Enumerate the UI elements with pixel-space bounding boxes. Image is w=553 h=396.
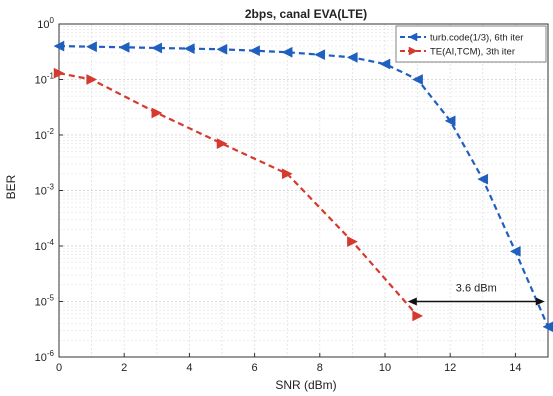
series-marker [151,42,163,54]
y-tick-label: 10-2 [35,127,55,142]
legend-box [395,25,547,63]
series-marker [118,41,130,53]
x-axis-ticks: 0 2 4 6 8 10 12 14 [56,353,522,374]
series-marker [314,49,326,61]
annotation-arrowhead-right [535,297,545,306]
grid [58,24,549,358]
legend-label: turb.code(1/3), 6th iter [430,33,523,44]
series-marker [281,46,293,58]
series-marker [249,45,260,57]
series-marker [151,107,163,119]
y-axis-ticks: 100 10-1 10-2 10-3 10-4 10-5 10-6 [35,16,63,364]
series-marker [86,74,98,85]
annotation-arrowhead-left [407,297,417,306]
series-marker [53,40,65,52]
series-marker [379,58,391,70]
series-marker [216,138,228,150]
x-tick-label: 10 [379,362,391,374]
series-marker [509,245,521,257]
series-marker [444,115,456,127]
x-tick-label: 8 [317,362,323,374]
annotation-label: 3.6 dBm [456,283,497,295]
legend-entry-1: turb.code(1/3), 6th iter [400,33,523,44]
x-tick-label: 4 [186,362,192,374]
x-tick-label: 14 [509,362,521,374]
y-axis-label: BER [4,174,18,199]
x-tick-label: 12 [444,362,456,374]
series-marker [183,43,195,55]
series-marker [542,321,553,333]
series-marker [408,46,418,56]
x-tick-label: 2 [121,362,127,374]
y-tick-label: 10-3 [35,183,55,198]
series-marker [216,43,228,55]
annotation-layer: 3.6 dBm [407,283,545,306]
x-axis-label: SNR (dBm) [275,378,336,392]
series-marker [412,310,424,322]
series-layer [53,40,553,333]
series-line [58,45,550,328]
series-marker [347,236,358,248]
legend-entry-2: TE(AI,TCM), 3th iter [400,47,515,58]
legend: turb.code(1/3), 6th iter TE(AI,TCM), 3th … [395,25,547,63]
x-tick-label: 6 [252,362,258,374]
series-marker [477,173,489,185]
y-tick-label: 10-1 [35,72,55,87]
legend-label: TE(AI,TCM), 3th iter [430,47,515,58]
series-marker [281,168,293,180]
annotation: 3.6 dBm [407,283,545,306]
series-marker [86,41,97,53]
x-tick-label: 0 [56,362,62,374]
chart-title: 2bps, canal EVA(LTE) [245,7,367,21]
series-marker [412,74,423,85]
y-tick-label: 100 [37,16,54,31]
y-tick-label: 10-4 [35,238,55,253]
y-tick-label: 10-6 [35,349,55,364]
series-marker [346,52,358,63]
series-2 [53,67,424,322]
series-marker [408,32,418,42]
series-marker [53,67,65,79]
y-tick-label: 10-5 [35,294,55,309]
series-1 [53,40,553,333]
